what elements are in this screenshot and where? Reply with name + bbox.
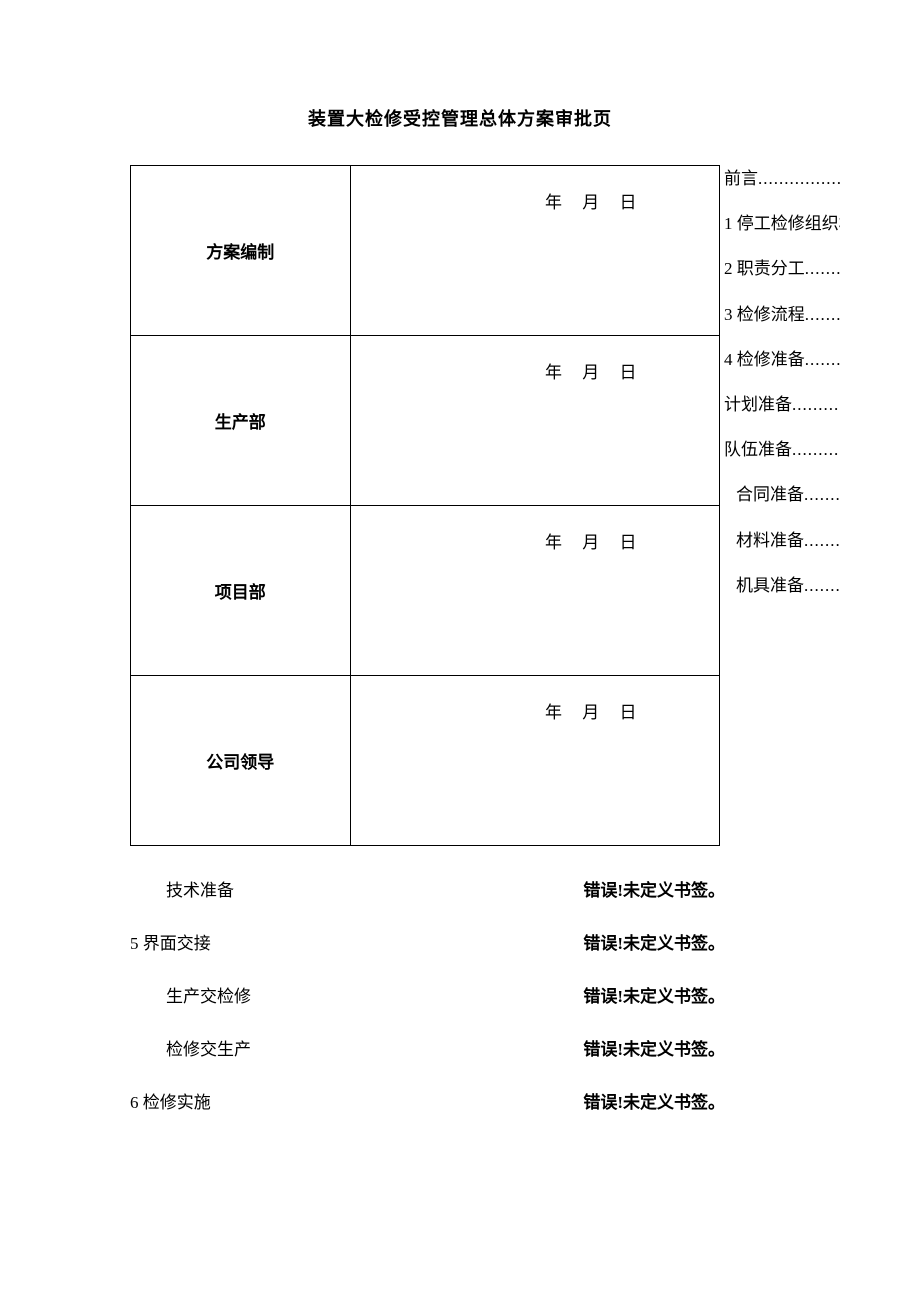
table-row: 公司领导 年 月 日 <box>131 676 720 846</box>
table-row: 方案编制 年 月 日 <box>131 166 720 336</box>
bookmark-error: 错误!未定义书签。 <box>583 876 725 901</box>
toc-dots <box>758 169 840 188</box>
approval-date-cell: 年 月 日 <box>350 336 719 506</box>
toc-dots <box>792 395 840 414</box>
toc-text: 材料准备 <box>736 531 804 550</box>
bookmark-error: 错误!未定义书签。 <box>583 1035 725 1060</box>
toc-text: 3 检修流程 <box>724 305 805 324</box>
toc-sidebar: 前言 1 停工检修组织机构 2 职责分工 3 检修流程 4 检修准备 计划准备 … <box>724 165 840 617</box>
toc-row: 6 检修实施 错误!未定义书签。 <box>130 1088 725 1113</box>
approval-label-cell: 方案编制 <box>131 166 351 336</box>
toc-dots <box>805 350 840 369</box>
approval-date-cell: 年 月 日 <box>350 676 719 846</box>
toc-row: 生产交检修 错误!未定义书签。 <box>130 982 725 1007</box>
toc-entry: 机具准备 <box>724 572 840 599</box>
toc-entry: 1 停工检修组织机构 <box>724 210 840 237</box>
toc-entry: 前言 <box>724 165 840 192</box>
approval-label-cell: 公司领导 <box>131 676 351 846</box>
bookmark-error: 错误!未定义书签。 <box>583 929 725 954</box>
date-placeholder: 年 月 日 <box>545 358 645 383</box>
date-placeholder: 年 月 日 <box>545 528 645 553</box>
toc-label: 生产交检修 <box>130 982 251 1007</box>
toc-row: 5 界面交接 错误!未定义书签。 <box>130 929 725 954</box>
toc-entry: 队伍准备 <box>724 436 840 463</box>
toc-text: 计划准备 <box>724 395 792 414</box>
bookmark-error: 错误!未定义书签。 <box>583 1088 725 1113</box>
toc-label: 5 界面交接 <box>130 929 211 954</box>
approval-date-cell: 年 月 日 <box>350 506 719 676</box>
approval-date-cell: 年 月 日 <box>350 166 719 336</box>
approval-label-cell: 生产部 <box>131 336 351 506</box>
toc-entry: 材料准备 <box>724 527 840 554</box>
bookmark-error: 错误!未定义书签。 <box>583 982 725 1007</box>
toc-text: 机具准备 <box>736 576 804 595</box>
toc-label: 6 检修实施 <box>130 1088 211 1113</box>
toc-entry: 计划准备 <box>724 391 840 418</box>
toc-text: 1 停工检修组织机构 <box>724 214 840 233</box>
approval-table: 方案编制 年 月 日 生产部 年 月 日 项目部 年 月 日 公司领导 年 月 … <box>130 165 720 846</box>
table-row: 项目部 年 月 日 <box>131 506 720 676</box>
table-row: 生产部 年 月 日 <box>131 336 720 506</box>
approval-label-cell: 项目部 <box>131 506 351 676</box>
toc-label: 检修交生产 <box>130 1035 251 1060</box>
toc-dots <box>804 531 840 550</box>
toc-dots <box>805 259 840 278</box>
toc-entry: 4 检修准备 <box>724 346 840 373</box>
toc-dots <box>804 576 840 595</box>
toc-text: 队伍准备 <box>724 440 792 459</box>
toc-text: 合同准备 <box>736 485 804 504</box>
toc-row: 技术准备 错误!未定义书签。 <box>130 876 725 901</box>
toc-text: 前言 <box>724 169 758 188</box>
date-placeholder: 年 月 日 <box>545 188 645 213</box>
toc-entry: 合同准备 <box>724 481 840 508</box>
lower-toc-section: 技术准备 错误!未定义书签。 5 界面交接 错误!未定义书签。 生产交检修 错误… <box>130 846 725 1113</box>
toc-row: 检修交生产 错误!未定义书签。 <box>130 1035 725 1060</box>
toc-dots <box>792 440 840 459</box>
page-title: 装置大检修受控管理总体方案审批页 <box>0 0 920 131</box>
toc-label: 技术准备 <box>130 876 234 901</box>
date-placeholder: 年 月 日 <box>545 698 645 723</box>
toc-dots <box>804 485 840 504</box>
content-wrapper: 方案编制 年 月 日 生产部 年 月 日 项目部 年 月 日 公司领导 年 月 … <box>130 165 840 1141</box>
toc-entry: 3 检修流程 <box>724 301 840 328</box>
toc-text: 4 检修准备 <box>724 350 805 369</box>
toc-text: 2 职责分工 <box>724 259 805 278</box>
toc-dots <box>805 305 840 324</box>
toc-entry: 2 职责分工 <box>724 255 840 282</box>
